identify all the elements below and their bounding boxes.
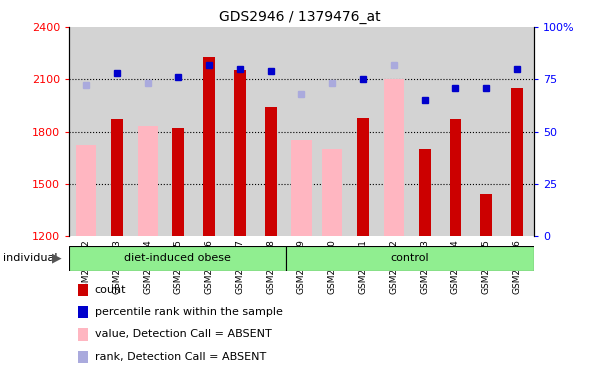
Bar [69, 246, 286, 271]
Text: percentile rank within the sample: percentile rank within the sample [95, 307, 283, 317]
Bar [292, 140, 311, 236]
Bar [234, 71, 246, 236]
Text: GDS2946 / 1379476_at: GDS2946 / 1379476_at [219, 10, 381, 23]
Bar [137, 126, 158, 236]
Bar [322, 149, 343, 236]
Bar [419, 149, 431, 236]
Text: control: control [391, 253, 430, 263]
Text: ▶: ▶ [52, 252, 62, 265]
Bar [511, 88, 523, 236]
Bar [357, 118, 369, 236]
Bar [384, 79, 404, 236]
Bar [203, 56, 215, 236]
Bar [481, 194, 492, 236]
Text: individual: individual [3, 253, 58, 263]
Bar [172, 128, 184, 236]
Bar [111, 119, 122, 236]
Bar [449, 119, 461, 236]
Bar [265, 107, 277, 236]
Bar [286, 246, 534, 271]
Text: count: count [95, 285, 127, 295]
Text: diet-induced obese: diet-induced obese [124, 253, 231, 263]
Text: value, Detection Call = ABSENT: value, Detection Call = ABSENT [95, 329, 272, 339]
Text: rank, Detection Call = ABSENT: rank, Detection Call = ABSENT [95, 352, 266, 362]
Bar [76, 146, 96, 236]
